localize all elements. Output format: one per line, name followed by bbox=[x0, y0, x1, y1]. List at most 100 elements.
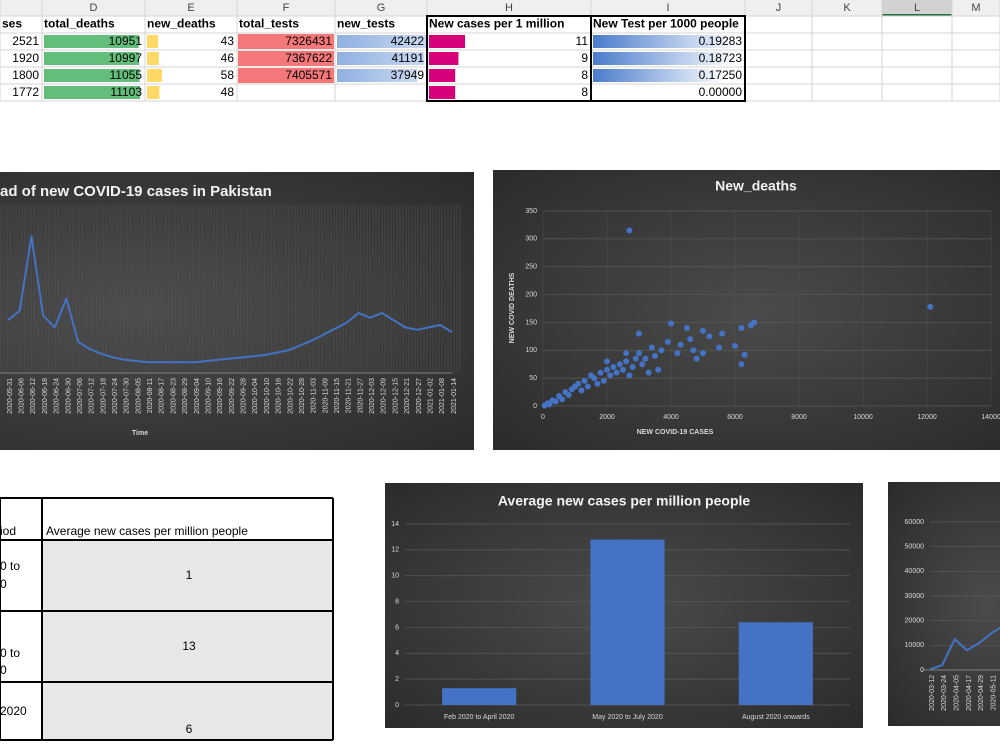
table-cell[interactable]: 2020 bbox=[0, 704, 27, 718]
data-bar bbox=[44, 69, 140, 82]
scatter-point bbox=[565, 391, 572, 398]
column-header[interactable]: L bbox=[914, 2, 920, 14]
cell[interactable]: 7367622 bbox=[285, 51, 332, 65]
data-bar bbox=[44, 86, 140, 99]
table-cell[interactable]: 0 to bbox=[0, 646, 20, 660]
cell[interactable]: 42422 bbox=[391, 34, 425, 48]
scatter-point bbox=[623, 358, 630, 365]
y-tick-label: 12 bbox=[391, 547, 399, 554]
scatter-point bbox=[613, 369, 620, 376]
cell[interactable]: 0.17250 bbox=[699, 68, 743, 82]
data-bar bbox=[147, 35, 159, 48]
column-header[interactable]: F bbox=[283, 2, 290, 14]
scatter-point bbox=[741, 351, 748, 358]
x-tick-label: 2020-03-24 bbox=[941, 675, 948, 711]
cell[interactable]: 8 bbox=[581, 85, 588, 99]
y-tick-label: 0 bbox=[395, 702, 399, 709]
highlighted-cell bbox=[238, 51, 334, 66]
header-cell[interactable]: New Test per 1000 people bbox=[593, 17, 739, 31]
cell[interactable]: 2521 bbox=[12, 34, 39, 48]
column-header[interactable]: I bbox=[666, 2, 669, 14]
chart-frame bbox=[888, 482, 1000, 726]
y-tick-label: 8 bbox=[395, 598, 399, 605]
bar bbox=[442, 688, 517, 705]
scatter-point bbox=[597, 369, 604, 376]
cell[interactable]: 1800 bbox=[12, 68, 39, 82]
header-cell[interactable]: total_deaths bbox=[44, 17, 115, 31]
cell[interactable]: 7326431 bbox=[285, 34, 332, 48]
x-tick-label: 0 bbox=[541, 414, 545, 421]
table-header[interactable]: Average new cases per million people bbox=[46, 524, 248, 538]
data-bar bbox=[429, 86, 456, 99]
cell[interactable]: 8 bbox=[581, 68, 588, 82]
header-cell[interactable]: new_tests bbox=[337, 17, 395, 31]
scatter-point bbox=[690, 347, 697, 354]
cell[interactable]: 41191 bbox=[392, 51, 425, 65]
table-cell[interactable]: 0 to bbox=[0, 559, 20, 573]
cell[interactable]: 10951 bbox=[109, 34, 143, 48]
x-tick-label: 2020-08-11 bbox=[147, 378, 154, 413]
column-header[interactable]: H bbox=[505, 2, 513, 14]
scatter-point bbox=[639, 361, 646, 368]
scatter-point bbox=[645, 369, 652, 376]
cell[interactable]: 10997 bbox=[109, 51, 143, 65]
cell[interactable]: 1772 bbox=[12, 85, 39, 99]
highlighted-cell bbox=[238, 34, 334, 49]
x-tick-label: 2020-07-24 bbox=[112, 378, 119, 414]
chart-title: Average new cases per million people bbox=[498, 493, 751, 509]
cell[interactable]: 43 bbox=[221, 34, 235, 48]
table-cell[interactable]: 1 bbox=[186, 568, 193, 582]
x-tick-label: 2020-11-27 bbox=[357, 378, 364, 413]
table-cell[interactable]: 0 bbox=[0, 663, 7, 677]
column-header[interactable]: J bbox=[776, 2, 782, 14]
table-cell[interactable]: 13 bbox=[182, 639, 196, 653]
x-tick-label: 2020-08-23 bbox=[170, 378, 177, 414]
cell[interactable]: 9 bbox=[581, 51, 588, 65]
cell[interactable]: 37949 bbox=[391, 68, 425, 82]
cell[interactable]: 11 bbox=[576, 34, 589, 48]
scatter-point bbox=[655, 366, 662, 373]
x-tick-label: 12000 bbox=[917, 414, 937, 421]
scatter-point bbox=[642, 355, 649, 362]
cell[interactable]: 46 bbox=[221, 51, 235, 65]
scatter-point bbox=[626, 372, 633, 379]
scatter-point bbox=[629, 364, 636, 370]
cell[interactable]: 48 bbox=[221, 85, 235, 99]
data-bar bbox=[593, 69, 726, 82]
scatter-point bbox=[591, 375, 598, 382]
chart-background bbox=[0, 205, 462, 373]
y-tick-label: 60000 bbox=[905, 519, 925, 526]
y-axis-title: NEW COVID DEATHS bbox=[509, 272, 516, 343]
cell[interactable]: 0.19283 bbox=[699, 34, 743, 48]
x-tick-label: 2020-06-12 bbox=[30, 378, 37, 414]
y-tick-label: 300 bbox=[525, 236, 537, 243]
column-header[interactable]: K bbox=[843, 2, 851, 14]
scatter-point bbox=[927, 303, 934, 310]
cell[interactable]: 11103 bbox=[110, 85, 142, 99]
cell[interactable]: 58 bbox=[221, 68, 235, 82]
table-header[interactable]: iod bbox=[0, 524, 16, 538]
header-cell[interactable]: ses bbox=[2, 17, 22, 31]
cell[interactable]: 7405571 bbox=[285, 68, 332, 82]
cell[interactable]: 0.00000 bbox=[699, 85, 743, 99]
column-header[interactable]: G bbox=[377, 2, 386, 14]
table-cell[interactable]: 6 bbox=[186, 722, 193, 736]
cell[interactable]: 0.18723 bbox=[699, 51, 743, 65]
header-cell[interactable]: New cases per 1 million bbox=[429, 17, 564, 31]
table-cell[interactable]: 0 bbox=[0, 577, 7, 591]
cell[interactable]: 11055 bbox=[110, 68, 143, 82]
column-header[interactable]: D bbox=[90, 2, 98, 14]
y-tick-label: 200 bbox=[525, 291, 537, 298]
column-header[interactable]: E bbox=[187, 2, 194, 14]
header-cell[interactable]: new_deaths bbox=[147, 17, 216, 31]
scatter-point bbox=[732, 342, 738, 349]
x-tick-label: 2020-12-09 bbox=[381, 378, 388, 414]
cell[interactable]: 1920 bbox=[12, 51, 39, 65]
bar bbox=[738, 622, 813, 705]
x-tick-label: 2020-11-15 bbox=[334, 378, 341, 413]
y-tick-label: 20000 bbox=[905, 618, 925, 625]
chart-title: New_deaths bbox=[715, 178, 797, 194]
header-cell[interactable]: total_tests bbox=[239, 17, 299, 31]
x-axis-title: NEW COVID-19 CASES bbox=[637, 429, 714, 436]
column-header[interactable]: M bbox=[971, 2, 980, 14]
